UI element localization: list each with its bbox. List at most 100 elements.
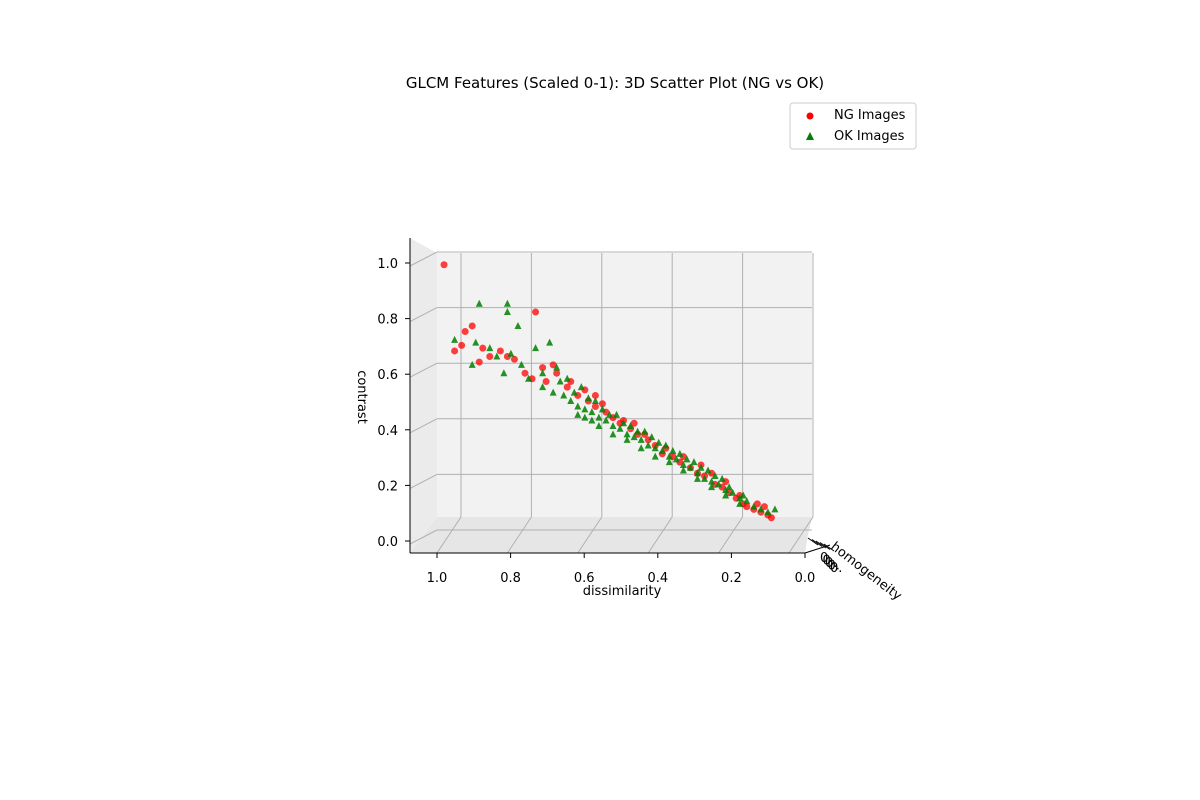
ok-point — [757, 505, 765, 513]
ok-point — [736, 499, 744, 507]
ok-point — [676, 449, 684, 457]
x-tick-label: 0.0 — [795, 571, 816, 586]
ok-point — [722, 491, 730, 499]
y-tick-mark — [807, 537, 819, 546]
x-tick-label: 0.4 — [647, 571, 668, 586]
ok-point — [574, 410, 582, 418]
ok-point — [708, 477, 716, 485]
ok-point — [549, 388, 557, 396]
y-tick-label: 0. — [828, 559, 840, 574]
ok-point — [679, 466, 687, 474]
x-floor-grid-line — [577, 516, 603, 554]
ok-point — [718, 474, 726, 482]
ng-point — [486, 353, 494, 361]
ok-point — [693, 474, 701, 482]
ok-point — [616, 424, 624, 432]
ok-point — [665, 458, 673, 466]
legend-ng-label: NG Images — [834, 108, 906, 123]
ok-point — [750, 502, 758, 510]
ok-point — [532, 344, 540, 352]
z-side-grid-line — [409, 529, 438, 545]
x-tick-label: 0.6 — [574, 571, 595, 586]
ok-point — [644, 441, 652, 449]
ok-point — [711, 472, 719, 480]
ng-point — [591, 403, 599, 411]
ok-point — [613, 410, 621, 418]
ok-point — [546, 338, 554, 346]
ok-point — [588, 408, 596, 416]
ok-point — [764, 508, 772, 516]
ok-point — [560, 391, 568, 399]
ok-point — [704, 466, 712, 474]
ok-point — [715, 480, 723, 488]
y-tick-label: 0. — [823, 554, 835, 569]
z-side-grid-line — [409, 251, 438, 267]
ok-point — [507, 349, 515, 357]
ok-point — [641, 427, 649, 435]
y-tick-mark — [811, 539, 823, 547]
ng-point — [468, 322, 476, 330]
ok-point — [665, 452, 673, 460]
ok-point — [591, 397, 599, 404]
ng-point — [475, 358, 483, 366]
ok-point — [525, 374, 533, 382]
ok-point — [662, 441, 670, 449]
ok-point — [556, 377, 564, 385]
ok-point — [514, 321, 522, 329]
ok-point — [623, 430, 631, 438]
ok-point — [683, 455, 691, 463]
ok-point — [637, 444, 645, 452]
legend-ok-label: OK Images — [834, 129, 905, 144]
x-tick-label: 1.0 — [427, 571, 448, 586]
ok-point — [634, 427, 642, 435]
ok-point — [771, 505, 779, 513]
y-tick-label: 0. — [820, 551, 832, 566]
ok-point — [701, 474, 709, 482]
z-side-grid-line — [409, 307, 438, 323]
ok-point — [503, 308, 511, 316]
ok-point — [637, 435, 645, 443]
y-tick-mark — [819, 542, 831, 550]
ok-point — [693, 469, 701, 477]
ok-point — [686, 463, 694, 471]
ok-point — [658, 447, 666, 455]
ok-point — [500, 369, 508, 377]
ng-point — [553, 369, 561, 377]
z-tick-label: 0.2 — [377, 479, 398, 494]
ok-point — [486, 344, 494, 352]
ok-point — [669, 447, 677, 455]
ok-point — [602, 416, 610, 424]
ok-point — [567, 397, 575, 404]
ng-point — [461, 328, 469, 335]
ok-point — [697, 463, 705, 471]
x-floor-grid-line — [718, 516, 744, 554]
ng-point — [598, 400, 606, 408]
ok-point — [672, 455, 680, 463]
ok-point — [655, 438, 663, 446]
z-side-grid-line — [409, 362, 438, 378]
y-tick-mark — [823, 543, 835, 552]
ok-point — [563, 374, 571, 382]
x-tick-label: 0.2 — [721, 571, 742, 586]
z-side-grid-line — [409, 473, 438, 489]
x-floor-grid-line — [436, 516, 462, 554]
ng-point — [760, 503, 768, 511]
ok-point — [620, 419, 628, 427]
legend: NG Images OK Images — [789, 102, 917, 150]
ok-point — [609, 422, 617, 430]
z-tick-label: 0.4 — [377, 424, 398, 439]
ok-point — [581, 413, 589, 421]
ng-point — [510, 355, 518, 363]
ng-point — [440, 261, 448, 269]
y-tick-label: 0. — [830, 561, 842, 576]
ok-point — [584, 394, 592, 402]
z-tick-label: 0.6 — [377, 368, 398, 383]
ok-point — [598, 405, 606, 413]
ng-point — [479, 344, 487, 352]
ok-point — [623, 435, 631, 443]
ok-point — [708, 483, 716, 491]
ok-point — [577, 383, 585, 391]
y-tick-mark — [815, 540, 827, 549]
ok-point — [739, 491, 747, 499]
ng-point — [563, 383, 571, 391]
